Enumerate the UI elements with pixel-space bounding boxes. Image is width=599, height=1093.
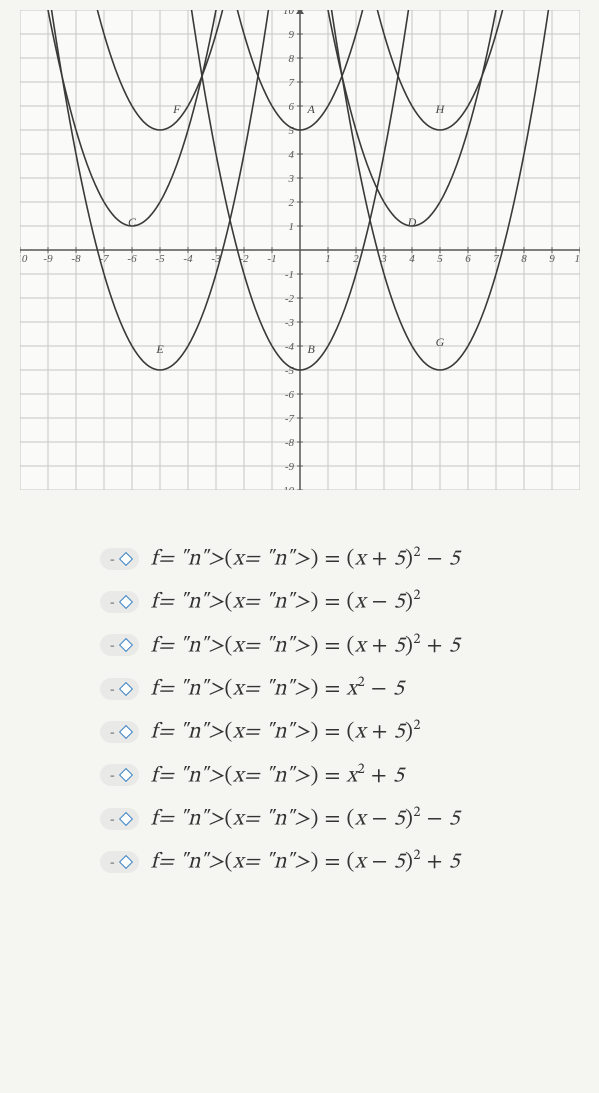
- svg-text:8: 8: [288, 53, 294, 65]
- match-slot-pill[interactable]: -: [100, 678, 139, 700]
- svg-text:A: A: [306, 102, 315, 116]
- svg-text:-1: -1: [284, 269, 293, 281]
- svg-text:-7: -7: [284, 413, 294, 425]
- svg-text:-10: -10: [279, 485, 294, 490]
- svg-text:5: 5: [437, 253, 443, 265]
- svg-text:D: D: [406, 215, 416, 229]
- parabola-chart: -10 -9 -8 -7 -6 -5 -4 -3 -2 -1 1 2 3 4 5 6 7 8 9 10 -10 -9 -8 -…: [20, 10, 580, 490]
- svg-text:-3: -3: [284, 317, 294, 329]
- dash-icon: -: [110, 637, 115, 653]
- match-slot-pill[interactable]: -: [100, 764, 139, 786]
- formula-text: f= "n">(x= "n">) = x2 − 5: [151, 674, 405, 703]
- answer-option[interactable]: - f= "n">(x= "n">) = (x − 5)2: [100, 587, 539, 616]
- answer-option[interactable]: - f= "n">(x= "n">) = (x + 5)2 − 5: [100, 544, 539, 573]
- diamond-icon: [119, 768, 133, 782]
- diamond-icon: [119, 812, 133, 826]
- diamond-icon: [119, 682, 133, 696]
- diamond-icon: [119, 595, 133, 609]
- dash-icon: -: [110, 854, 115, 870]
- svg-text:-4: -4: [284, 341, 294, 353]
- svg-text:-2: -2: [284, 293, 294, 305]
- diamond-icon: [119, 725, 133, 739]
- dash-icon: -: [110, 681, 115, 697]
- answer-option[interactable]: - f= "n">(x= "n">) = (x − 5)2 + 5: [100, 847, 539, 876]
- graph-panel: -10 -9 -8 -7 -6 -5 -4 -3 -2 -1 1 2 3 4 5 6 7 8 9 10 -10 -9 -8 -…: [20, 10, 580, 490]
- diamond-icon: [119, 638, 133, 652]
- diamond-icon: [119, 552, 133, 566]
- svg-text:4: 4: [288, 149, 294, 161]
- svg-text:-1: -1: [267, 253, 276, 265]
- dash-icon: -: [110, 724, 115, 740]
- formula-text: f= "n">(x= "n">) = (x − 5)2 + 5: [151, 847, 460, 876]
- svg-text:-9: -9: [284, 461, 294, 473]
- svg-text:6: 6: [465, 253, 471, 265]
- formula-text: f= "n">(x= "n">) = (x + 5)2 − 5: [151, 544, 460, 573]
- svg-text:8: 8: [521, 253, 527, 265]
- answer-option[interactable]: - f= "n">(x= "n">) = (x + 5)2 + 5: [100, 631, 539, 660]
- svg-text:-9: -9: [43, 253, 53, 265]
- answer-options: - f= "n">(x= "n">) = (x + 5)2 − 5 - f= "n">…: [0, 520, 599, 931]
- svg-text:G: G: [435, 335, 444, 349]
- answer-option[interactable]: - f= "n">(x= "n">) = (x − 5)2 − 5: [100, 804, 539, 833]
- svg-text:H: H: [434, 102, 445, 116]
- dash-icon: -: [110, 811, 115, 827]
- answer-option[interactable]: - f= "n">(x= "n">) = x2 − 5: [100, 674, 539, 703]
- svg-text:-8: -8: [284, 437, 294, 449]
- dash-icon: -: [110, 551, 115, 567]
- match-slot-pill[interactable]: -: [100, 634, 139, 656]
- svg-text:10: 10: [283, 10, 295, 17]
- svg-text:4: 4: [409, 253, 415, 265]
- svg-text:B: B: [307, 342, 315, 356]
- svg-text:F: F: [172, 102, 181, 116]
- match-slot-pill[interactable]: -: [100, 851, 139, 873]
- svg-text:10: 10: [574, 253, 580, 265]
- svg-text:9: 9: [549, 253, 555, 265]
- match-slot-pill[interactable]: -: [100, 591, 139, 613]
- formula-text: f= "n">(x= "n">) = (x + 5)2 + 5: [151, 631, 460, 660]
- answer-option[interactable]: - f= "n">(x= "n">) = x2 + 5: [100, 761, 539, 790]
- svg-text:-6: -6: [127, 253, 137, 265]
- svg-text:9: 9: [288, 29, 294, 41]
- svg-text:3: 3: [287, 173, 294, 185]
- formula-text: f= "n">(x= "n">) = x2 + 5: [151, 761, 405, 790]
- dash-icon: -: [110, 767, 115, 783]
- svg-text:6: 6: [288, 101, 294, 113]
- match-slot-pill[interactable]: -: [100, 548, 139, 570]
- svg-text:2: 2: [288, 197, 294, 209]
- svg-text:-8: -8: [71, 253, 81, 265]
- match-slot-pill[interactable]: -: [100, 808, 139, 830]
- answer-option[interactable]: - f= "n">(x= "n">) = (x + 5)2: [100, 717, 539, 746]
- svg-text:-5: -5: [155, 253, 165, 265]
- match-slot-pill[interactable]: -: [100, 721, 139, 743]
- diamond-icon: [119, 855, 133, 869]
- formula-text: f= "n">(x= "n">) = (x + 5)2: [151, 717, 421, 746]
- svg-text:-4: -4: [183, 253, 193, 265]
- svg-text:-10: -10: [20, 253, 28, 265]
- svg-text:1: 1: [325, 253, 331, 265]
- svg-text:-6: -6: [284, 389, 294, 401]
- svg-text:1: 1: [288, 221, 294, 233]
- formula-text: f= "n">(x= "n">) = (x − 5)2: [151, 587, 421, 616]
- dash-icon: -: [110, 594, 115, 610]
- svg-text:E: E: [155, 342, 164, 356]
- svg-text:7: 7: [288, 77, 294, 89]
- svg-text:C: C: [127, 215, 136, 229]
- formula-text: f= "n">(x= "n">) = (x − 5)2 − 5: [151, 804, 460, 833]
